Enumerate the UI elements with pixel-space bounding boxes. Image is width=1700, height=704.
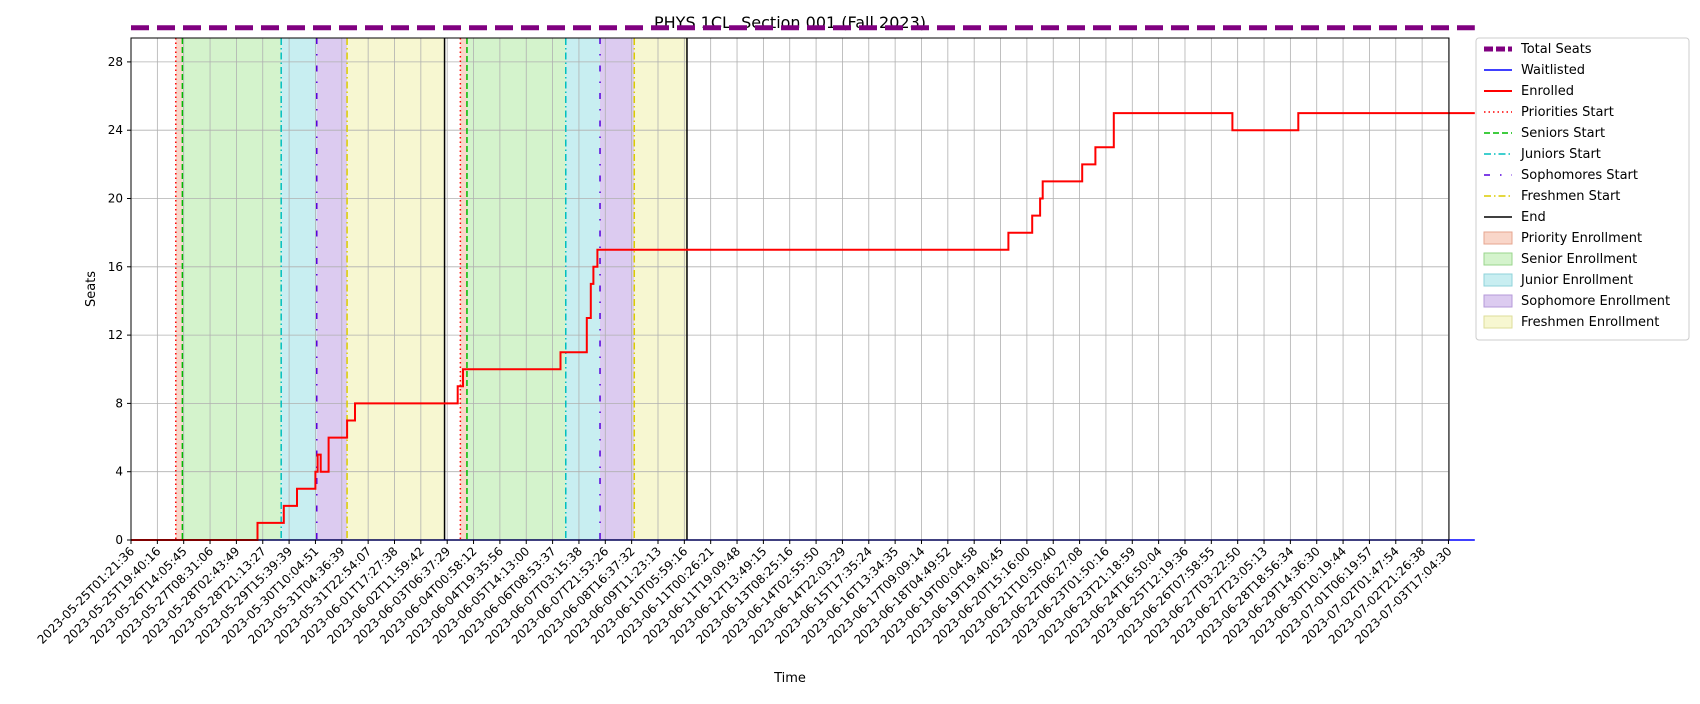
y-tick-label: 16 xyxy=(108,260,123,274)
band-priority-enrollment xyxy=(175,38,183,540)
legend-swatch xyxy=(1483,252,1513,266)
legend-label: Seniors Start xyxy=(1521,126,1605,141)
band-senior-enrollment xyxy=(466,38,566,540)
legend-label: Priorities Start xyxy=(1521,105,1614,120)
y-tick-label: 24 xyxy=(108,123,123,137)
legend: Total Seats Waitlisted Enrolled Priorities … xyxy=(1475,37,1690,341)
y-tick-label: 20 xyxy=(108,192,123,206)
band-junior-enrollment xyxy=(281,38,317,540)
band-freshmen-enrollment xyxy=(634,38,687,540)
legend-label: Waitlisted xyxy=(1521,63,1585,78)
legend-label: Senior Enrollment xyxy=(1521,252,1637,267)
y-axis-label: Seats xyxy=(84,271,99,307)
legend-label: Total Seats xyxy=(1520,42,1592,57)
legend-label: Juniors Start xyxy=(1520,147,1601,162)
legend-swatch xyxy=(1483,294,1513,308)
band-sophomore-enrollment xyxy=(600,38,635,540)
legend-label: Freshmen Start xyxy=(1521,189,1620,204)
legend-label: Priority Enrollment xyxy=(1521,231,1642,246)
legend-swatch xyxy=(1483,231,1513,245)
band-priority-enrollment xyxy=(460,38,467,540)
y-tick-label: 12 xyxy=(108,328,123,342)
legend-swatch xyxy=(1483,273,1513,287)
band-junior-enrollment xyxy=(565,38,601,540)
series-enrolled xyxy=(131,112,1475,541)
plot-area: 04812162024282023-05-25T01:21:362023-05-… xyxy=(35,25,1475,647)
y-tick-label: 28 xyxy=(108,55,123,69)
band-freshmen-enrollment xyxy=(347,38,445,540)
legend-label: Sophomore Enrollment xyxy=(1521,294,1670,309)
x-axis-label: Time xyxy=(773,671,806,686)
y-tick-label: 0 xyxy=(115,533,123,547)
legend-label: Sophomores Start xyxy=(1521,168,1638,183)
legend-label: Freshmen Enrollment xyxy=(1521,315,1659,330)
y-tick-label: 4 xyxy=(115,465,123,479)
chart-title: PHYS 1CL, Section 001 (Fall 2023) xyxy=(654,13,926,32)
legend-swatch xyxy=(1483,315,1513,329)
legend-label: Junior Enrollment xyxy=(1520,273,1633,288)
legend-box xyxy=(1475,37,1690,341)
y-tick-label: 8 xyxy=(115,396,123,410)
legend-label: Enrolled xyxy=(1521,84,1574,99)
band-senior-enrollment xyxy=(182,38,282,540)
legend-label: End xyxy=(1521,210,1546,225)
